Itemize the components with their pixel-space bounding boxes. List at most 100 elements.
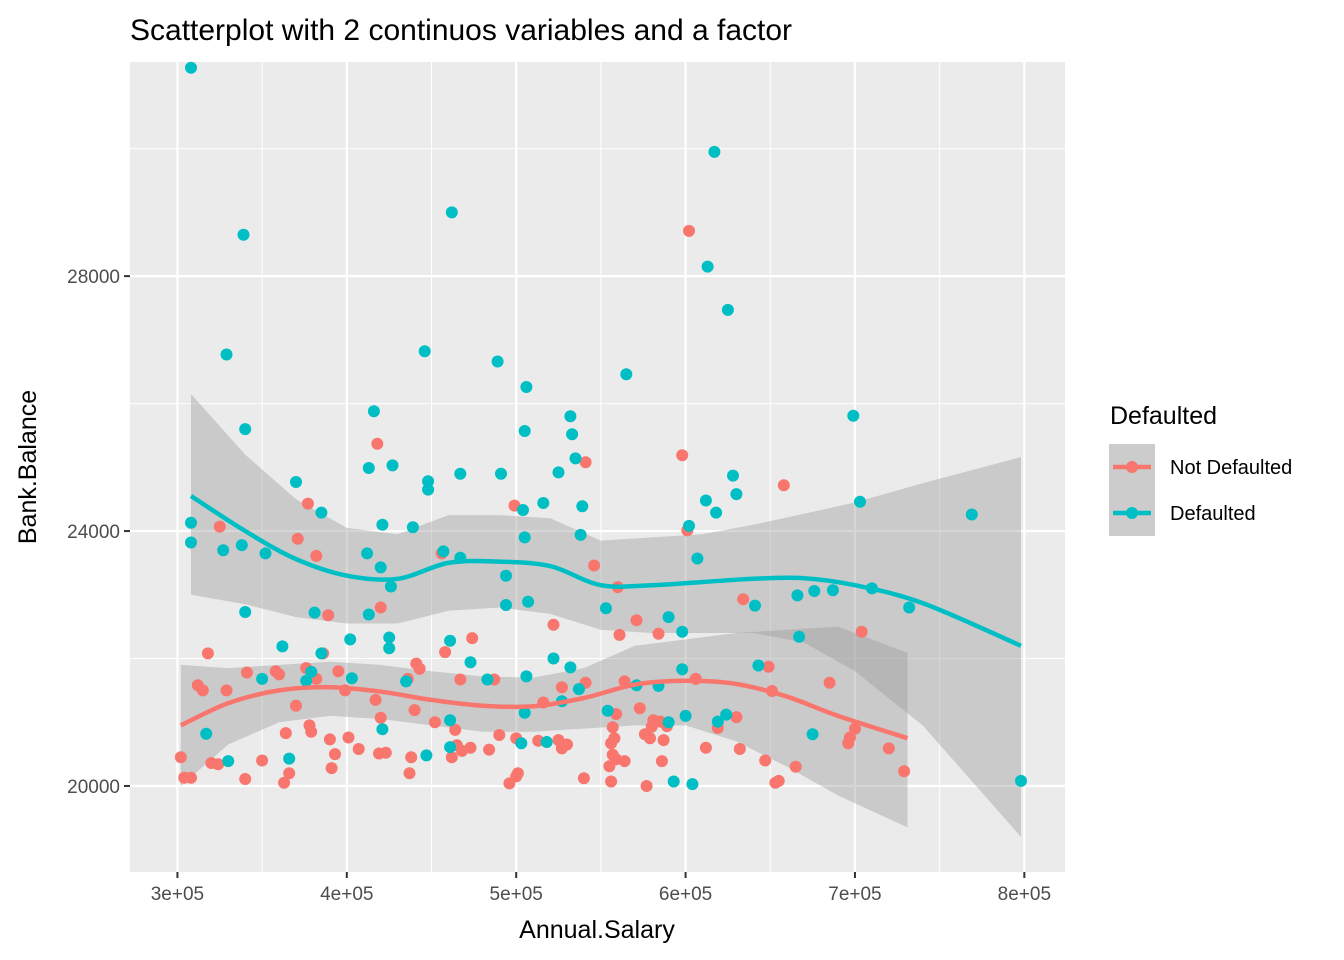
point-not-defaulted xyxy=(605,775,618,788)
point-not-defaulted xyxy=(555,681,568,694)
point-defaulted xyxy=(383,642,396,655)
point-not-defaulted xyxy=(213,520,226,533)
point-defaulted xyxy=(376,518,389,531)
point-defaulted xyxy=(854,495,866,508)
point-not-defaulted xyxy=(405,751,418,764)
point-defaulted xyxy=(406,521,419,534)
point-defaulted xyxy=(752,659,765,672)
point-not-defaulted xyxy=(454,673,467,686)
point-not-defaulted xyxy=(290,699,302,712)
point-not-defaulted xyxy=(849,722,861,735)
point-defaulted xyxy=(793,630,806,643)
point-not-defaulted xyxy=(445,751,458,764)
point-not-defaulted xyxy=(323,733,336,746)
point-not-defaulted xyxy=(843,731,856,744)
point-defaulted xyxy=(676,625,689,638)
x-tick-label: 4e+05 xyxy=(320,884,373,905)
point-defaulted xyxy=(220,348,233,361)
point-defaulted xyxy=(701,260,714,273)
point-not-defaulted xyxy=(588,559,601,572)
y-tick-label: 20000 xyxy=(67,777,120,798)
point-defaulted xyxy=(500,599,512,611)
point-defaulted xyxy=(601,704,614,717)
point-defaulted xyxy=(305,665,318,678)
point-not-defaulted xyxy=(283,767,296,780)
point-defaulted xyxy=(569,452,582,465)
point-not-defaulted xyxy=(301,497,314,510)
point-defaulted xyxy=(500,569,512,582)
point-not-defaulted xyxy=(789,760,802,773)
point-defaulted xyxy=(683,519,695,532)
legend-label: Defaulted xyxy=(1170,503,1256,525)
point-not-defaulted xyxy=(374,601,387,614)
point-not-defaulted xyxy=(342,731,355,744)
point-defaulted xyxy=(965,508,978,521)
point-not-defaulted xyxy=(606,721,619,734)
x-tick-label: 7e+05 xyxy=(828,884,881,905)
point-not-defaulted xyxy=(777,479,790,492)
point-defaulted xyxy=(239,606,252,618)
point-not-defaulted xyxy=(762,660,775,673)
point-defaulted xyxy=(445,206,458,219)
legend-key-background xyxy=(1109,444,1155,536)
point-defaulted xyxy=(315,647,328,660)
point-not-defaulted xyxy=(413,662,426,675)
point-not-defaulted xyxy=(428,716,441,729)
point-defaulted xyxy=(464,656,477,669)
x-tick-label: 8e+05 xyxy=(998,884,1051,905)
point-defaulted xyxy=(200,727,213,740)
point-defaulted xyxy=(564,410,577,423)
point-not-defaulted xyxy=(278,776,291,789)
point-defaulted xyxy=(518,425,531,437)
point-not-defaulted xyxy=(676,449,689,462)
legend-point-key xyxy=(1126,507,1138,519)
point-defaulted xyxy=(518,531,531,544)
chart-title: Scatterplot with 2 continuos variables a… xyxy=(130,14,792,47)
point-defaulted xyxy=(518,706,531,719)
point-not-defaulted xyxy=(408,704,421,717)
point-not-defaulted xyxy=(374,711,387,724)
point-not-defaulted xyxy=(464,741,477,754)
point-defaulted xyxy=(259,547,272,560)
point-not-defaulted xyxy=(240,666,253,679)
point-defaulted xyxy=(237,228,250,241)
x-axis-title: Annual.Salary xyxy=(519,916,675,944)
point-defaulted xyxy=(520,381,533,393)
point-not-defaulted xyxy=(332,665,345,678)
legend-point-key xyxy=(1126,461,1138,473)
point-defaulted xyxy=(383,631,396,644)
point-not-defaulted xyxy=(683,224,695,237)
point-not-defaulted xyxy=(220,684,233,697)
point-not-defaulted xyxy=(608,732,621,745)
point-defaulted xyxy=(600,602,612,615)
point-not-defaulted xyxy=(174,751,187,764)
point-not-defaulted xyxy=(657,734,670,747)
point-defaulted xyxy=(315,506,328,519)
point-not-defaulted xyxy=(823,676,836,689)
point-not-defaulted xyxy=(633,702,646,715)
point-defaulted xyxy=(522,595,535,608)
point-defaulted xyxy=(572,683,585,696)
point-not-defaulted xyxy=(618,755,631,768)
point-defaulted xyxy=(552,466,565,479)
point-not-defaulted xyxy=(403,767,416,780)
point-not-defaulted xyxy=(256,754,269,767)
point-defaulted xyxy=(418,345,431,358)
point-not-defaulted xyxy=(279,727,292,740)
point-defaulted xyxy=(185,516,197,529)
point-not-defaulted xyxy=(371,437,384,450)
point-defaulted xyxy=(495,467,507,480)
point-not-defaulted xyxy=(305,725,318,738)
point-defaulted xyxy=(667,775,680,788)
y-axis-title: Bank.Balance xyxy=(14,390,42,544)
point-not-defaulted xyxy=(310,549,323,562)
point-defaulted xyxy=(239,423,252,436)
point-not-defaulted xyxy=(325,762,338,775)
point-defaulted xyxy=(566,428,579,441)
point-not-defaulted xyxy=(630,614,643,627)
point-defaulted xyxy=(283,752,296,765)
point-not-defaulted xyxy=(369,693,382,706)
point-not-defaulted xyxy=(772,774,785,787)
ci-ribbon-not-defaulted xyxy=(180,626,908,828)
